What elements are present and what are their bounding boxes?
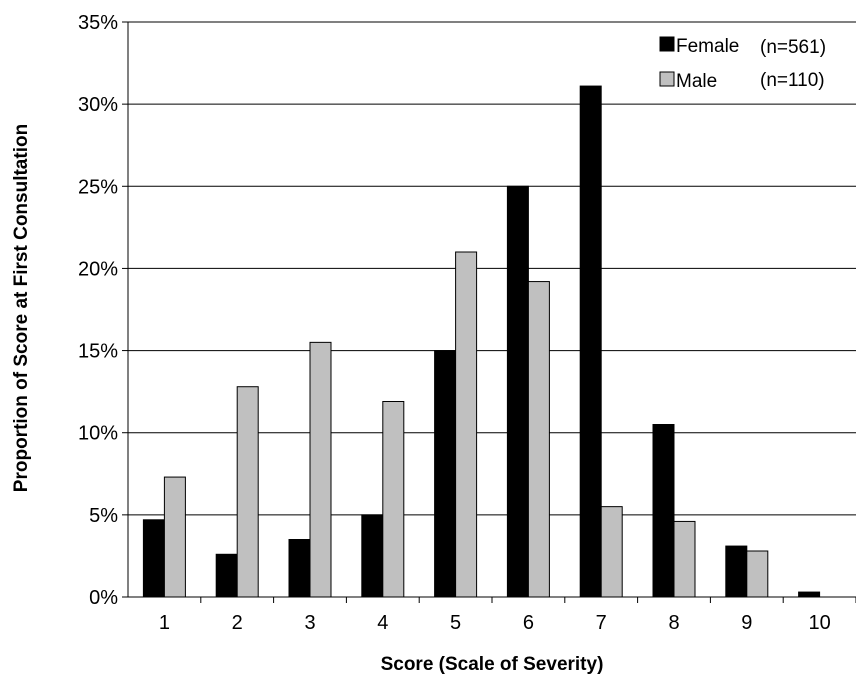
legend-count-female: (n=561) bbox=[760, 37, 826, 58]
y-tick-label: 35% bbox=[78, 12, 118, 34]
y-axis-title: Proportion of Score at First Consultatio… bbox=[11, 124, 32, 492]
bars bbox=[142, 85, 821, 598]
x-axis-title: Score (Scale of Severity) bbox=[381, 654, 604, 675]
bar-male-4 bbox=[382, 401, 405, 598]
x-tick-label: 10 bbox=[808, 612, 830, 634]
bar-male-1 bbox=[163, 476, 186, 598]
bar-male-9 bbox=[746, 550, 769, 598]
legend: Female (n=561) Male (n=110) bbox=[659, 36, 826, 92]
bar-male-3 bbox=[309, 341, 332, 598]
legend-swatch-male bbox=[659, 71, 675, 87]
x-tick-label: 4 bbox=[377, 612, 388, 634]
x-tick-label: 8 bbox=[668, 612, 679, 634]
bar-female-10 bbox=[798, 591, 821, 598]
bar-female-8 bbox=[652, 424, 675, 598]
bar-female-1 bbox=[142, 519, 165, 598]
x-tick-label: 7 bbox=[596, 612, 607, 634]
bar-male-8 bbox=[673, 520, 696, 598]
axes bbox=[122, 21, 856, 603]
y-tick-label: 20% bbox=[78, 258, 118, 280]
legend-label-female: Female bbox=[676, 36, 739, 57]
bar-male-5 bbox=[455, 251, 478, 598]
bar-female-6 bbox=[506, 185, 529, 598]
bar-male-7 bbox=[600, 506, 623, 598]
x-tick-label: 2 bbox=[232, 612, 243, 634]
bar-male-6 bbox=[527, 281, 550, 598]
bar-female-2 bbox=[215, 553, 238, 598]
y-tick-label: 25% bbox=[78, 176, 118, 198]
legend-label-male: Male bbox=[676, 71, 717, 92]
y-tick-label: 0% bbox=[89, 587, 118, 609]
bar-female-3 bbox=[288, 539, 311, 598]
bar-female-5 bbox=[434, 350, 457, 598]
x-tick-label: 1 bbox=[159, 612, 170, 634]
y-tick-label: 15% bbox=[78, 341, 118, 363]
x-tick-label: 5 bbox=[450, 612, 461, 634]
legend-swatch-female bbox=[659, 36, 675, 52]
bar-female-9 bbox=[725, 545, 748, 598]
y-tick-label: 30% bbox=[78, 94, 118, 116]
x-tick-label: 3 bbox=[304, 612, 315, 634]
bar-female-4 bbox=[361, 514, 384, 598]
y-tick-label: 5% bbox=[89, 505, 118, 527]
x-tick-label: 6 bbox=[523, 612, 534, 634]
bar-female-7 bbox=[579, 85, 602, 598]
legend-count-male: (n=110) bbox=[760, 70, 825, 91]
bar-male-2 bbox=[236, 386, 259, 598]
tick-labels: 0% 5% 10% 15% 20% 25% 30% 35% 1 2 3 4 5 6 7 8 9 10 bbox=[78, 12, 831, 634]
y-tick-label: 10% bbox=[78, 423, 118, 445]
x-tick-label: 9 bbox=[741, 612, 752, 634]
